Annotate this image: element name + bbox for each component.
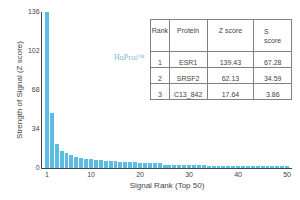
svg-text:136: 136 <box>28 8 40 15</box>
svg-text:Z score: Z score <box>219 27 242 34</box>
svg-text:1: 1 <box>158 59 162 66</box>
svg-text:67.28: 67.28 <box>264 59 282 66</box>
svg-text:1: 1 <box>45 171 49 178</box>
svg-text:Rank: Rank <box>152 27 169 34</box>
svg-text:62.13: 62.13 <box>222 75 240 82</box>
svg-text:0: 0 <box>36 164 40 171</box>
svg-text:C13_842: C13_842 <box>174 91 203 99</box>
svg-text:Signal Rank (Top 50): Signal Rank (Top 50) <box>130 181 205 190</box>
svg-text:Protein: Protein <box>177 27 199 34</box>
svg-text:3.86: 3.86 <box>266 91 280 98</box>
svg-text:20: 20 <box>136 171 144 178</box>
svg-text:68: 68 <box>32 86 40 93</box>
svg-text:34: 34 <box>32 125 40 132</box>
svg-text:SRSF2: SRSF2 <box>177 75 200 82</box>
svg-text:2: 2 <box>158 75 162 82</box>
svg-text:34.59: 34.59 <box>264 75 282 82</box>
svg-text:50: 50 <box>283 171 291 178</box>
svg-text:10: 10 <box>87 171 95 178</box>
svg-text:Strength of Signal (Z score): Strength of Signal (Z score) <box>15 41 24 139</box>
svg-text:ESR1: ESR1 <box>179 59 197 66</box>
svg-text:HuProt™: HuProt™ <box>114 53 145 62</box>
svg-text:30: 30 <box>185 171 193 178</box>
svg-text:3: 3 <box>158 91 162 98</box>
svg-text:17.64: 17.64 <box>222 91 240 98</box>
svg-text:40: 40 <box>234 171 242 178</box>
svg-text:102: 102 <box>28 47 40 54</box>
svg-text:Sscore: Sscore <box>264 28 281 44</box>
svg-text:139.43: 139.43 <box>220 59 242 66</box>
